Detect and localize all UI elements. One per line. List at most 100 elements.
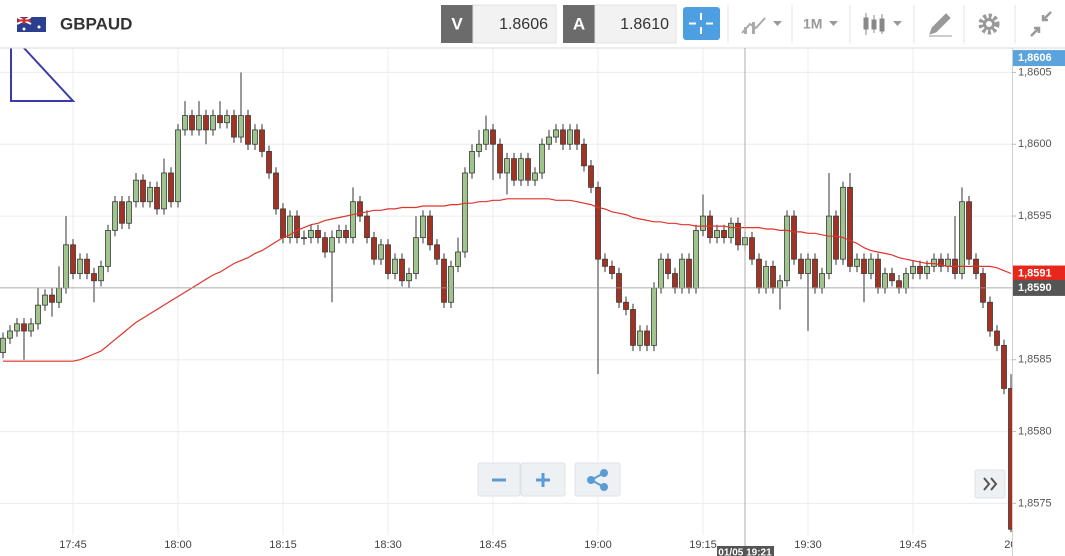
y-tick-label: 1,8575	[1018, 497, 1052, 509]
candle-body	[161, 172, 167, 210]
scroll-end-icon	[983, 477, 998, 491]
candle-body	[112, 201, 118, 231]
candle-body	[609, 265, 615, 274]
candle-body	[924, 265, 930, 274]
x-tick-label: 17:45	[59, 539, 87, 551]
candle-style-button[interactable]	[863, 13, 902, 35]
candle-body	[847, 186, 853, 267]
candle-body	[805, 258, 811, 274]
candle-body	[525, 158, 531, 181]
candle-body	[889, 273, 895, 282]
candle-body	[392, 258, 398, 274]
crosshair-time-label: 01/05 19:21	[718, 548, 772, 556]
triangle-drawing[interactable]	[10, 31, 76, 102]
plot-area	[0, 72, 1012, 533]
share-button[interactable]	[574, 462, 621, 497]
zoom-controls	[477, 462, 1006, 499]
buy-label: A	[573, 14, 585, 33]
x-tick-label: 19:45	[899, 539, 927, 551]
candle-body	[441, 258, 447, 303]
candle-body	[49, 294, 55, 303]
symbol: GBPAUD	[60, 14, 132, 33]
x-tick-label: 18:15	[269, 539, 297, 551]
candle-body	[119, 201, 125, 224]
candle-body	[147, 186, 153, 203]
price-axis: 1,8575 1,8580 1,8585 1,8590 1,8595 1,8600 1,86…	[1012, 48, 1065, 556]
candle-body	[322, 237, 328, 253]
candle-body	[364, 215, 370, 239]
candle-body	[133, 179, 139, 203]
candle-body	[175, 129, 181, 203]
candle-body	[756, 258, 762, 289]
candle-body	[287, 215, 293, 239]
crosshair-time-tag	[717, 546, 774, 556]
candle-body	[497, 143, 503, 174]
candle-body	[749, 237, 755, 260]
candle-body	[378, 244, 384, 260]
crosshair-price-label: 1,8590	[1018, 282, 1052, 294]
candle-body	[700, 215, 706, 231]
candle-body	[777, 280, 783, 289]
candle-body	[273, 172, 279, 210]
candle-body	[329, 237, 335, 253]
candle-body	[182, 115, 188, 131]
candle-body	[602, 258, 608, 267]
candle-body	[714, 230, 720, 239]
crosshair-button[interactable]	[683, 7, 720, 40]
candle-body	[266, 151, 272, 174]
candle-body	[63, 244, 69, 289]
timeframe-arrow	[829, 21, 838, 26]
candle-body	[70, 244, 76, 274]
y-tick-label: 1,8580	[1018, 425, 1052, 437]
share-icon	[587, 469, 608, 491]
candle-body	[812, 258, 818, 289]
candle-body	[826, 215, 832, 274]
y-tick-label: 1,8585	[1018, 354, 1052, 366]
y-tick-label: 1,8605	[1018, 66, 1052, 78]
candle-body	[77, 258, 83, 274]
candle-body	[434, 244, 440, 260]
x-tick-label: 18:45	[479, 539, 507, 551]
draw-tool-button[interactable]	[929, 13, 952, 37]
candle-body	[875, 258, 881, 289]
candle-body	[259, 129, 265, 152]
chart-type-button[interactable]	[741, 17, 782, 34]
candle-body	[532, 172, 538, 181]
candle-body	[546, 136, 552, 145]
candle-body	[1008, 388, 1012, 530]
timeframe[interactable]: 1M	[803, 16, 822, 32]
buy-button[interactable]	[563, 5, 595, 43]
collapse-button[interactable]	[1030, 11, 1052, 37]
x-tick-label: 18:00	[164, 539, 192, 551]
candle-body	[357, 201, 363, 217]
candle-body	[994, 330, 1000, 346]
candle-body	[196, 115, 202, 131]
y-tick-label: 1,8595	[1018, 210, 1052, 222]
candle-body	[350, 201, 356, 239]
candle-body	[413, 237, 419, 274]
candle-body	[861, 258, 867, 274]
candle-body	[588, 165, 594, 188]
candle-body	[231, 115, 237, 138]
candle-body	[385, 244, 391, 274]
sell-button[interactable]	[441, 5, 473, 43]
candle-body	[35, 304, 41, 325]
candle-body	[420, 215, 426, 239]
candle-body	[819, 273, 825, 289]
candle-body	[651, 287, 657, 346]
candle-body	[469, 151, 475, 174]
candle-body	[238, 115, 244, 138]
candle-body	[14, 323, 20, 332]
x-tick-label: 19:00	[584, 539, 612, 551]
settings-button[interactable]	[978, 13, 1000, 35]
candle-body	[938, 258, 944, 267]
sell-price-box[interactable]	[472, 4, 557, 44]
price-tag-label: 1,8606	[1018, 52, 1052, 64]
candle-body	[567, 129, 573, 145]
candle-body	[539, 143, 545, 174]
candle-body	[728, 222, 734, 239]
buy-price-box[interactable]	[594, 4, 677, 44]
candle-body	[336, 230, 342, 239]
candle-body	[574, 129, 580, 145]
candle-body	[406, 273, 412, 282]
